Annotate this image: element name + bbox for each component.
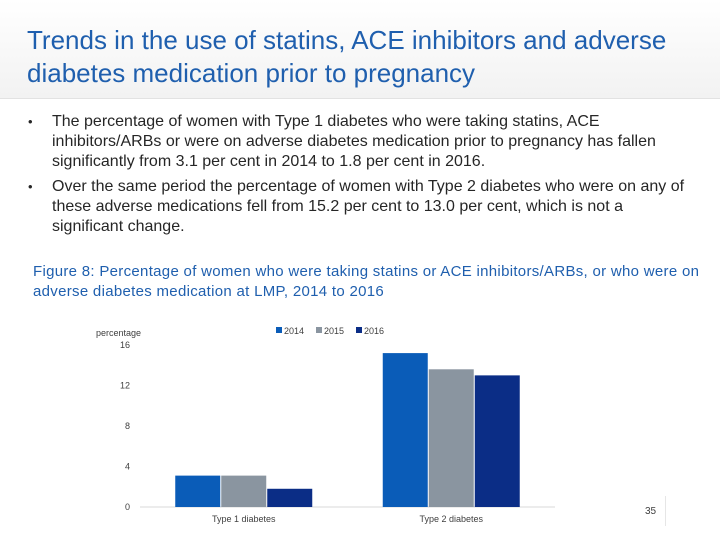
bullet-item: • The percentage of women with Type 1 di… xyxy=(25,112,695,172)
y-axis-label: percentage xyxy=(96,328,141,338)
bullet-dot-icon: • xyxy=(28,114,33,129)
bar-2015-0 xyxy=(221,475,267,507)
x-category-label: Type 1 diabetes xyxy=(212,514,276,524)
page-number: 35 xyxy=(645,506,657,517)
bullet-dot-icon: • xyxy=(28,179,33,194)
bar-2014-0 xyxy=(175,475,221,507)
slide-title: Trends in the use of statins, ACE inhibi… xyxy=(27,25,667,88)
legend-label-2015: 2015 xyxy=(324,326,344,336)
page-corner-decoration xyxy=(565,496,666,526)
y-tick-label: 0 xyxy=(125,502,130,512)
legend-swatch-2016 xyxy=(356,327,362,333)
bullet-text: The percentage of women with Type 1 diab… xyxy=(52,113,656,170)
x-category-label: Type 2 diabetes xyxy=(419,514,483,524)
legend-label-2016: 2016 xyxy=(364,326,384,336)
y-tick-label: 16 xyxy=(120,340,130,350)
y-tick-label: 12 xyxy=(120,381,130,391)
bullet-item: • Over the same period the percentage of… xyxy=(25,177,695,237)
title-band xyxy=(0,0,720,99)
bar-2016-0 xyxy=(267,488,313,507)
legend-label-2014: 2014 xyxy=(284,326,304,336)
figure-caption: Figure 8: Percentage of women who were t… xyxy=(33,263,700,300)
bullet-list: • The percentage of women with Type 1 di… xyxy=(25,112,695,242)
bullet-text: Over the same period the percentage of w… xyxy=(52,178,685,235)
bar-2014-1 xyxy=(382,353,428,507)
bar-2015-1 xyxy=(428,369,474,507)
legend-swatch-2015 xyxy=(316,327,322,333)
y-tick-label: 4 xyxy=(125,462,130,472)
bar-2016-1 xyxy=(474,375,520,507)
y-tick-label: 8 xyxy=(125,421,130,431)
legend-swatch-2014 xyxy=(276,327,282,333)
